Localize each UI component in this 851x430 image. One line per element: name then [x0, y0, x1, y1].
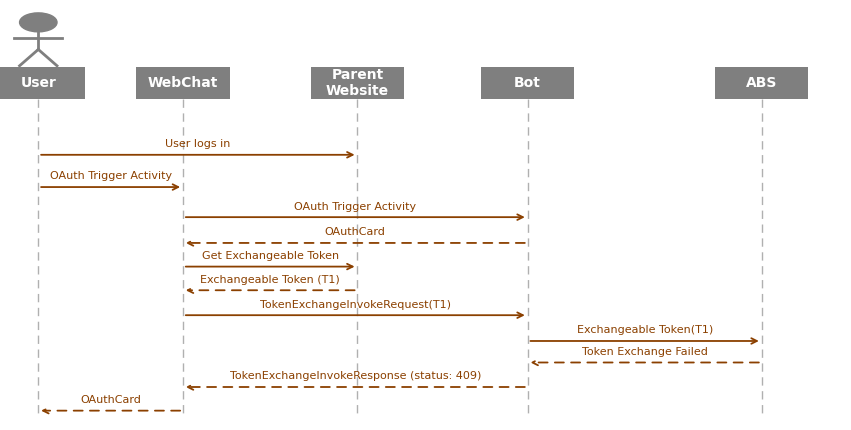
Text: Exchangeable Token(T1): Exchangeable Token(T1) — [576, 326, 713, 335]
Text: User logs in: User logs in — [165, 139, 231, 149]
Text: OAuth Trigger Activity: OAuth Trigger Activity — [294, 202, 416, 212]
Text: Exchangeable Token (T1): Exchangeable Token (T1) — [200, 275, 340, 285]
Bar — [311, 67, 404, 99]
Bar — [0, 67, 85, 99]
Text: TokenExchangeInvokeRequest(T1): TokenExchangeInvokeRequest(T1) — [260, 300, 451, 310]
Text: ABS: ABS — [746, 76, 777, 90]
Circle shape — [20, 13, 57, 32]
Text: TokenExchangeInvokeResponse (status: 409): TokenExchangeInvokeResponse (status: 409… — [230, 372, 481, 381]
Text: Bot: Bot — [514, 76, 541, 90]
Text: User: User — [20, 76, 56, 90]
Bar — [136, 67, 230, 99]
Bar — [481, 67, 574, 99]
Text: Get Exchangeable Token: Get Exchangeable Token — [202, 251, 339, 261]
Text: OAuth Trigger Activity: OAuth Trigger Activity — [49, 172, 172, 181]
Text: Token Exchange Failed: Token Exchange Failed — [582, 347, 707, 357]
Text: OAuthCard: OAuthCard — [325, 227, 386, 237]
Text: WebChat: WebChat — [148, 76, 218, 90]
Text: OAuthCard: OAuthCard — [80, 395, 141, 405]
Bar — [715, 67, 808, 99]
Text: Parent
Website: Parent Website — [326, 68, 389, 98]
